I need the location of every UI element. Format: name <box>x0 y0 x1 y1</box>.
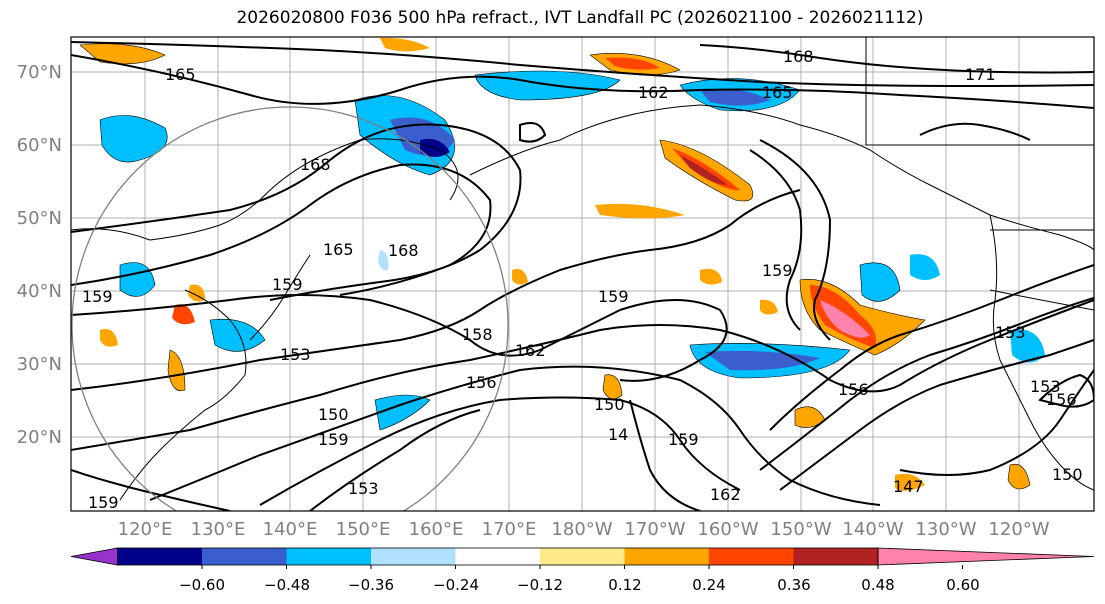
colorbar-segment <box>793 548 878 565</box>
contour-label: 159 <box>82 287 113 306</box>
contour-label: 162 <box>515 341 546 360</box>
contour-lines <box>71 41 1094 511</box>
lat-label: 60°N <box>17 135 62 156</box>
negative-anomaly-patches <box>99 70 1045 431</box>
colorbar-tick-label: −0.36 <box>348 576 394 594</box>
lon-label: 170°W <box>624 519 685 540</box>
contour-label: 153 <box>348 479 379 498</box>
colorbar-segment <box>709 548 794 565</box>
colorbar-segment <box>540 548 625 565</box>
colorbar-tick-label: −0.48 <box>264 576 310 594</box>
contour-label: 14 <box>608 425 628 444</box>
lat-label: 70°N <box>17 62 62 83</box>
lon-label: 140°E <box>263 519 318 540</box>
lon-label: 180°W <box>551 519 612 540</box>
lon-label: 150°W <box>770 519 831 540</box>
longitude-axis: 120°E 130°E 140°E 150°E 160°E 170°E 180°… <box>118 519 1050 540</box>
lon-label: 160°E <box>409 519 464 540</box>
lon-label: 140°W <box>842 519 903 540</box>
colorbar-tick-label: 0.48 <box>861 576 894 594</box>
contour-label: 150 <box>594 395 625 414</box>
contour-label: 153 <box>280 345 311 364</box>
lat-label: 40°N <box>17 281 62 302</box>
map-frame <box>70 36 1095 512</box>
contour-label: 153 <box>995 323 1026 342</box>
contour-label: 162 <box>710 485 741 504</box>
map-title: 2026020800 F036 500 hPa refract., IVT La… <box>236 8 924 28</box>
contour-label: 171 <box>965 65 996 84</box>
lon-label: 120°W <box>988 519 1049 540</box>
positive-anomaly-patches <box>79 37 1031 491</box>
colorbar-segment <box>286 548 371 565</box>
colorbar-tick-label: 0.24 <box>692 576 725 594</box>
coastlines <box>71 37 1094 501</box>
lat-label: 30°N <box>17 354 62 375</box>
colorbar-segment <box>371 548 456 565</box>
colorbar-tick-label: −0.60 <box>179 576 225 594</box>
contour-label: 156 <box>838 380 869 399</box>
colorbar-tick-label: −0.24 <box>433 576 479 594</box>
lon-label: 160°W <box>697 519 758 540</box>
contour-label: 156 <box>1046 390 1077 409</box>
contour-label: 147 <box>893 477 924 496</box>
contour-label: 168 <box>783 47 814 66</box>
contour-label: 165 <box>762 83 793 102</box>
contour-label: 156 <box>466 373 497 392</box>
contour-label: 159 <box>272 275 303 294</box>
colorbar-tick-label: −0.12 <box>517 576 563 594</box>
contour-label: 159 <box>598 287 629 306</box>
contour-labels: 165 168 162 165 171 168 165 168 159 159 … <box>82 47 1083 512</box>
colorbar-frame <box>117 547 879 566</box>
colorbar-tick-label: 0.36 <box>777 576 810 594</box>
colorbar-segment <box>117 548 202 565</box>
contour-label: 158 <box>462 325 493 344</box>
lon-label: 150°E <box>336 519 391 540</box>
colorbar-extend-max <box>877 547 1095 566</box>
contour-label: 159 <box>318 430 349 449</box>
colorbar-extend-min <box>70 547 118 566</box>
colorbar-tick-label: 0.12 <box>608 576 641 594</box>
landfall-radius-circle <box>71 106 509 511</box>
contour-label: 159 <box>88 493 119 512</box>
contour-label: 165 <box>323 240 354 259</box>
contour-label: 165 <box>165 65 196 84</box>
lon-label: 130°E <box>191 519 246 540</box>
lon-label: 120°E <box>118 519 173 540</box>
contour-label: 168 <box>300 155 331 174</box>
colorbar-segment <box>624 548 709 565</box>
lat-label: 20°N <box>17 427 62 448</box>
lat-label: 50°N <box>17 208 62 229</box>
colorbar-segment <box>455 548 540 565</box>
colorbar-segment <box>202 548 287 565</box>
contour-label: 159 <box>668 430 699 449</box>
contour-label: 159 <box>762 261 793 280</box>
contour-label: 153 <box>1030 377 1061 396</box>
lon-label: 130°W <box>915 519 976 540</box>
contour-label: 150 <box>318 405 349 424</box>
colorbar-ticks: −0.60 −0.48 −0.36 −0.24 −0.12 0.12 0.24 … <box>179 576 980 594</box>
contour-label: 162 <box>638 83 669 102</box>
colorbar <box>70 547 1095 569</box>
latitude-axis: 70°N 60°N 50°N 40°N 30°N 20°N <box>17 62 62 448</box>
contour-label: 150 <box>1052 465 1083 484</box>
lon-label: 170°E <box>482 519 537 540</box>
colorbar-tick-label: 0.60 <box>946 576 979 594</box>
contour-label: 168 <box>388 241 419 260</box>
